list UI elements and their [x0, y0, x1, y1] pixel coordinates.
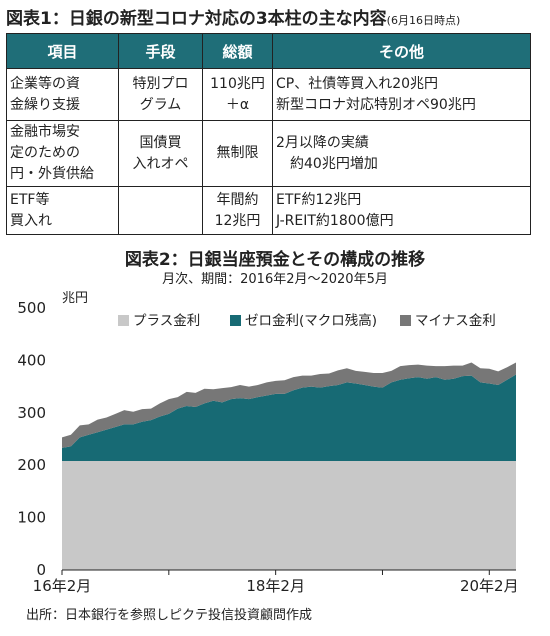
table-row: 企業等の資 金繰り支援 特別プロ グラム 110兆円 ＋α CP、社債等買入れ2…: [6, 68, 531, 121]
y-tick-label: 200: [17, 456, 46, 474]
area-series-3: [62, 362, 516, 448]
header-means: 手段: [118, 33, 203, 69]
legend-label-2: ゼロ金利(マクロ残高): [245, 312, 377, 329]
x-tick-label: 18年2月: [246, 577, 305, 595]
cell-means: 特別プロ グラム: [118, 68, 203, 121]
figure1-date-note: (6月16日時点): [386, 14, 461, 27]
y-tick-label: 300: [17, 404, 46, 422]
legend-swatch-1: [118, 315, 129, 326]
header-total: 総額: [202, 33, 273, 69]
current-account-chart: 0 100 200 300 400 500 兆円 16年2月 18年2月 20年2月 プラス金利 ゼロ…: [17, 291, 519, 595]
y-tick-label: 400: [17, 351, 46, 369]
figure1-title: 図表1：日銀の新型コロナ対応の3本柱の主な内容(6月16日時点): [6, 4, 546, 29]
area-series-1: [62, 461, 516, 570]
figure2-title: 図表2：日銀当座預金とその構成の推移: [124, 250, 426, 270]
cell-means: [118, 186, 203, 235]
header-item: 項目: [6, 33, 119, 69]
legend-label-3: マイナス金利: [415, 313, 496, 329]
y-tick-label: 100: [17, 509, 46, 527]
y-axis-unit: 兆円: [62, 291, 88, 306]
figure2-subtitle: 月次、期間：2016年2月～2020年5月: [162, 272, 388, 287]
cell-other: ETF約12兆円 J-REIT約1800億円: [272, 186, 531, 235]
cell-total: 無制限: [202, 120, 273, 187]
table-row: 金融市場安 定のための 円・外貨供給 国債買 入れオペ 無制限 2月以降の実績 …: [6, 120, 531, 187]
legend-label-1: プラス金利: [133, 313, 200, 329]
area-series-2: [62, 374, 516, 462]
cell-other: 2月以降の実績 約40兆円増加: [272, 120, 531, 187]
legend-swatch-2: [230, 315, 241, 326]
measures-table: 項目 手段 総額 その他 企業等の資 金繰り支援 特別プロ グラム 110兆円 …: [6, 33, 531, 235]
source-note: 出所：日本銀行を参照しピクテ投信投資顧問作成: [26, 608, 313, 623]
header-other: その他: [272, 33, 531, 69]
cell-item: 企業等の資 金繰り支援: [6, 68, 119, 121]
table-header-row: 項目 手段 総額 その他: [6, 33, 531, 69]
cell-total: 年間約 12兆円: [202, 186, 273, 235]
x-tick-label: 16年2月: [33, 577, 92, 595]
figure1-title-text: 図表1：日銀の新型コロナ対応の3本柱の主な内容: [6, 9, 387, 29]
cell-item: 金融市場安 定のための 円・外貨供給: [6, 120, 119, 187]
x-tick-label: 20年2月: [460, 577, 519, 595]
y-tick-label: 500: [17, 299, 46, 317]
table-row: ETF等 買入れ 年間約 12兆円 ETF約12兆円 J-REIT約1800億円: [6, 186, 531, 235]
cell-item: ETF等 買入れ: [6, 186, 119, 235]
cell-total: 110兆円 ＋α: [202, 68, 273, 121]
cell-means: 国債買 入れオペ: [118, 120, 203, 187]
cell-other: CP、社債等買入れ20兆円 新型コロナ対応特別オペ90兆円: [272, 68, 531, 121]
y-tick-label: 0: [36, 561, 46, 579]
legend-swatch-3: [400, 315, 411, 326]
